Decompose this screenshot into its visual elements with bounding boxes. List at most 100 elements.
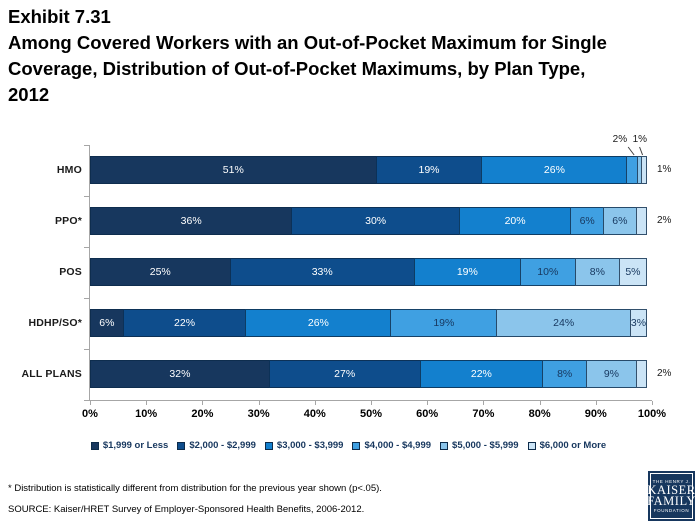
category-label: HMO	[56, 164, 82, 176]
segment-value-label: 22%	[470, 368, 492, 380]
segment-value-label: 8%	[557, 368, 573, 380]
x-axis-tick	[595, 401, 597, 405]
x-axis-tick	[314, 401, 316, 405]
y-axis-category-tick	[84, 145, 89, 146]
x-axis-tick-label: 90%	[584, 408, 607, 420]
segment-value-label: 51%	[222, 164, 244, 176]
segment-value-label: 22%	[174, 317, 196, 329]
x-axis-tick-label: 60%	[416, 408, 439, 420]
y-axis-category-tick	[84, 196, 89, 197]
bar-segment: 8%	[542, 360, 588, 388]
stacked-bar: 32% 27% 22% 8% 9%	[90, 360, 647, 388]
segment-value-label: 6%	[579, 215, 595, 227]
leader-lines	[627, 146, 644, 156]
legend-item: $6,000 or More	[527, 440, 607, 451]
bar-segment: 26%	[245, 309, 392, 337]
legend-item: $4,000 - $4,999	[352, 440, 431, 451]
bar-segment: 32%	[90, 360, 270, 388]
legend-item: $2,000 - $2,999	[177, 440, 256, 451]
bar-segment: 24%	[496, 309, 632, 337]
category-label: ALL PLANS	[21, 368, 82, 380]
chart-plot-area: HMO 1% 51% 19% 26% 2% 1% PPO* 2% 36% 30% 20% 6% 6% POS…	[21, 134, 671, 420]
chart-row-hdhp-so-: HDHP/SO* 6% 22% 26% 19% 24% 3%	[28, 298, 652, 349]
x-axis-tick-label: 10%	[135, 408, 158, 420]
segment-value-label: 9%	[603, 368, 620, 380]
segment-value-label: 5%	[625, 266, 641, 278]
segment-value-label: 26%	[543, 164, 565, 176]
exhibit-title: Exhibit 7.31 Among Covered Workers with …	[8, 4, 688, 108]
title-line-2: Coverage, Distribution of Out-of-Pocket …	[8, 58, 586, 79]
x-axis-tick	[483, 401, 485, 405]
x-axis-tick	[258, 401, 260, 405]
category-label: HDHP/SO*	[28, 317, 82, 329]
bar-segment: 20%	[458, 207, 572, 235]
legend-label: $6,000 or More	[539, 440, 607, 451]
x-axis-tick	[146, 401, 148, 405]
bar-segment: 30%	[291, 207, 460, 235]
segment-value-label: 19%	[433, 317, 455, 329]
kff-logo-foundation: FOUNDATION	[653, 507, 690, 513]
x-axis-tick-label: 80%	[528, 408, 551, 420]
segment-value-label: 20%	[504, 215, 526, 227]
bar-segment: 33%	[229, 258, 415, 286]
segment-value-label-outside: 1%	[657, 164, 672, 175]
stacked-bar: 25% 33% 19% 10% 8% 5%	[90, 258, 647, 286]
chart-row-all-plans: ALL PLANS 2% 32% 27% 22% 8% 9%	[21, 349, 671, 400]
legend-swatch	[527, 441, 536, 450]
stacked-bar: 6% 22% 26% 19% 24% 3%	[90, 309, 647, 337]
bar-segment: 22%	[122, 309, 247, 337]
x-axis-tick	[90, 401, 91, 405]
segment-value-label-above: 1%	[632, 134, 648, 145]
x-axis-tick-label: 40%	[303, 408, 326, 420]
segment-value-label-outside: 2%	[657, 368, 672, 379]
bar-segment: 6%	[90, 309, 124, 337]
segment-value-label: 24%	[553, 317, 575, 329]
x-axis-tick-label: 20%	[191, 408, 214, 420]
kff-logo-top-line: THE HENRY J.	[652, 478, 691, 484]
bar-segment: 3%	[630, 309, 647, 337]
kff-logo-kaiser: KAISER	[647, 482, 696, 497]
bar-segment	[641, 156, 647, 184]
legend-swatch	[90, 441, 99, 450]
segment-value-label: 19%	[456, 266, 478, 278]
bar-segment: 51%	[90, 156, 377, 184]
x-axis-tick	[652, 401, 653, 405]
segment-value-label-outside: 2%	[657, 215, 672, 226]
x-axis-tick-label: 0%	[82, 408, 98, 420]
chart-row-pos: POS 25% 33% 19% 10% 8% 5%	[59, 247, 652, 298]
bar-segment: 10%	[519, 258, 576, 286]
y-axis-category-tick	[84, 247, 89, 248]
segment-value-label: 30%	[365, 215, 387, 227]
footnote: * Distribution is statistically differen…	[8, 483, 382, 494]
legend-label: $1,999 or Less	[102, 440, 169, 451]
legend-label: $3,000 - $3,999	[276, 440, 344, 451]
source-line: SOURCE: Kaiser/HRET Survey of Employer-S…	[8, 504, 365, 515]
x-axis-tick	[539, 401, 541, 405]
segment-value-label: 3%	[630, 317, 647, 329]
bar-segment	[635, 207, 647, 235]
chart-row-hmo: HMO 1% 51% 19% 26% 2% 1%	[57, 134, 671, 196]
segment-value-label: 26%	[307, 317, 329, 329]
bar-segment	[635, 360, 647, 388]
chart-row-ppo-: PPO* 2% 36% 30% 20% 6% 6%	[55, 196, 671, 247]
segment-value-label: 8%	[589, 266, 605, 278]
kff-logo-family: FAMILY	[647, 494, 696, 508]
segment-value-label: 32%	[169, 368, 191, 380]
bar-segment: 19%	[375, 156, 483, 184]
bar-segment: 36%	[90, 207, 293, 235]
x-axis-tick	[371, 401, 372, 405]
bar-segment: 8%	[574, 258, 620, 286]
category-label: POS	[59, 266, 82, 278]
segment-value-label: 6%	[99, 317, 115, 329]
stacked-bar: 51% 19% 26%	[90, 156, 647, 184]
bar-segment: 5%	[618, 258, 647, 286]
x-axis-tick-label: 70%	[472, 408, 495, 420]
x-axis-line	[85, 400, 652, 401]
y-axis-category-tick	[84, 298, 89, 299]
bar-segment: 22%	[419, 360, 544, 388]
y-axis-category-tick	[84, 400, 89, 401]
x-axis-tick-label: 30%	[247, 408, 270, 420]
title-line-3: 2012	[8, 84, 50, 105]
segment-value-label: 10%	[537, 266, 559, 278]
